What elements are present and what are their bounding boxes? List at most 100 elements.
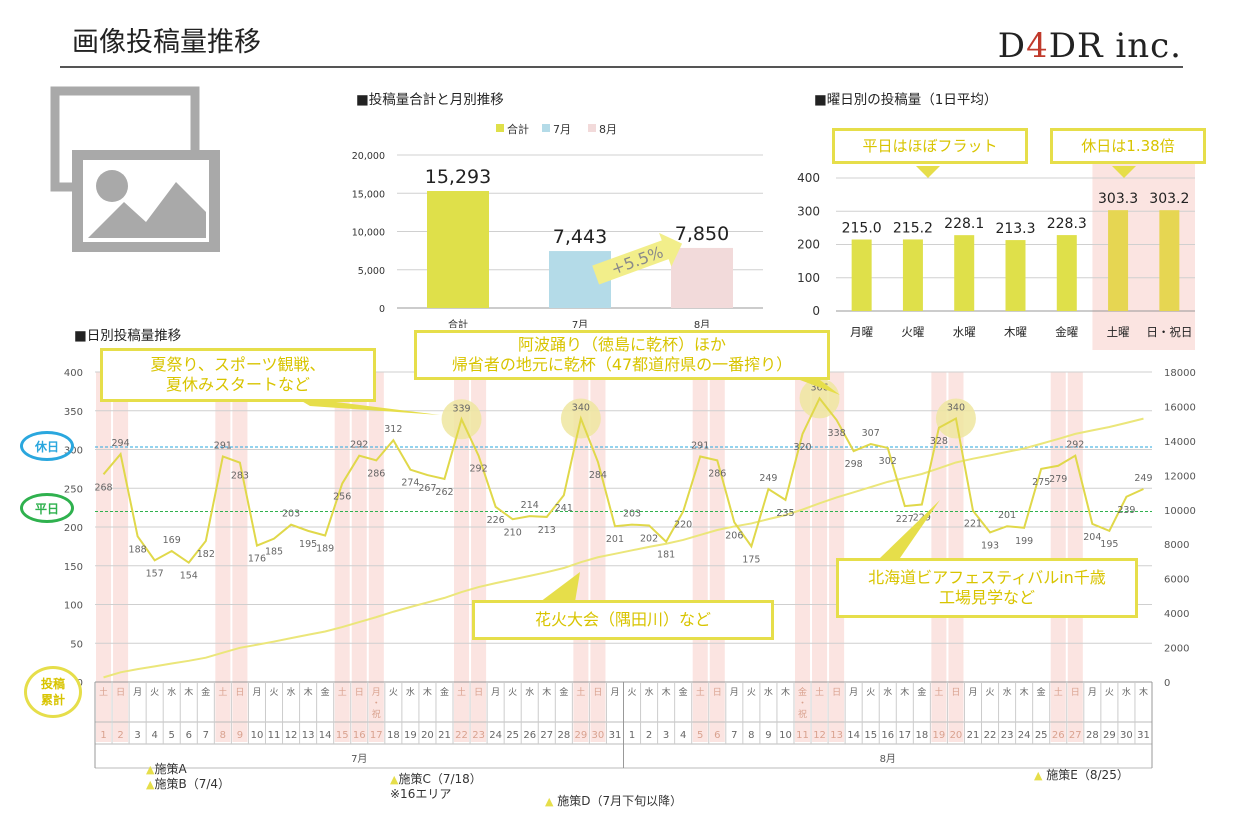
weekday-label: 日 — [713, 687, 722, 698]
day-label: 3 — [663, 730, 669, 741]
point-value-label: 203 — [282, 509, 300, 520]
weekday-label: 日 — [832, 687, 841, 698]
point-value-label: 220 — [674, 520, 692, 531]
y-tick-label: 350 — [64, 407, 83, 418]
point-value-label: 195 — [1100, 539, 1118, 550]
day-label: 20 — [950, 730, 963, 741]
bar-0 — [427, 191, 489, 308]
weekday-label: 月 — [252, 687, 261, 698]
y-tick-label: 5,000 — [358, 266, 385, 277]
bar-value-label: 215.0 — [842, 221, 882, 237]
weekday-label: 火 — [389, 687, 398, 698]
weekday-label: 火 — [986, 687, 995, 698]
day-label: 26 — [523, 730, 536, 741]
y-tick-label: 150 — [64, 562, 83, 573]
y-tick-label: 10,000 — [352, 228, 385, 239]
holiday-shading — [931, 372, 947, 742]
point-value-label: 262 — [435, 487, 453, 498]
holiday-shading — [232, 372, 248, 742]
day-label: 11 — [796, 730, 809, 741]
point-value-label: 169 — [163, 535, 181, 546]
weekday-label: 土 — [457, 686, 466, 698]
weekday-label: 月 — [730, 687, 739, 698]
title-divider — [60, 66, 1183, 68]
bar-value-label: 303.3 — [1098, 191, 1138, 207]
daily-line-chart: 0501001502002503003504000200040006000800… — [64, 368, 1196, 769]
day-label: 1 — [100, 730, 106, 741]
point-value-label: 302 — [879, 456, 897, 467]
point-value-label: 284 — [589, 470, 607, 481]
day-label: 15 — [864, 730, 877, 741]
y2-tick-label: 10000 — [1164, 506, 1196, 517]
x-tick-label: 火曜 — [901, 325, 924, 339]
weekday-label: 木 — [781, 686, 790, 698]
bar-1 — [902, 239, 923, 311]
point-value-label: 201 — [606, 534, 624, 545]
point-value-label: 294 — [112, 438, 130, 449]
weekday-label: 木 — [542, 686, 551, 698]
point-value-label: 182 — [197, 549, 215, 560]
weekday-label: 土 — [696, 686, 705, 698]
day-label: 9 — [765, 730, 771, 741]
weekday-label: 火 — [150, 687, 159, 698]
day-label: 24 — [1018, 730, 1031, 741]
legend-swatch — [542, 124, 550, 132]
weekday-label: 月 — [491, 687, 500, 698]
weekday-label: 水 — [883, 686, 892, 698]
weekday-label: 火 — [1105, 687, 1114, 698]
point-value-label: 157 — [146, 568, 164, 579]
day-label: 21 — [438, 730, 451, 741]
day-label: 22 — [455, 730, 468, 741]
bar-value-label: 303.2 — [1149, 191, 1189, 207]
day-label: 25 — [506, 730, 519, 741]
weekday-label: 日 — [593, 687, 602, 698]
day-label: 30 — [592, 730, 605, 741]
weekday-label: 日 — [355, 687, 364, 698]
point-value-label: 283 — [231, 471, 249, 482]
weekday-label: 水 — [406, 686, 415, 698]
day-label: 9 — [237, 730, 243, 741]
weekday-label: 水 — [1122, 686, 1131, 698]
weekday-label: 木 — [1139, 686, 1148, 698]
weekday-label: 水 — [764, 686, 773, 698]
weekday-label: 金 — [559, 686, 568, 698]
weekday-label: ・ — [372, 699, 381, 709]
day-label: 22 — [984, 730, 997, 741]
x-tick-label: 水曜 — [953, 325, 976, 339]
weekday-label: 月 — [372, 687, 381, 698]
day-label: 31 — [1137, 730, 1150, 741]
point-value-label: 195 — [299, 539, 317, 550]
weekday-label: 火 — [270, 687, 279, 698]
section-title-total: ■投稿量合計と月別推移 — [356, 92, 504, 108]
bar-value-label: 213.3 — [995, 221, 1035, 237]
holiday-shading — [709, 372, 725, 742]
point-value-label: 328 — [930, 436, 948, 447]
day-label: 19 — [404, 730, 417, 741]
point-value-label: 291 — [691, 440, 709, 451]
day-label: 13 — [830, 730, 843, 741]
day-label: 29 — [575, 730, 588, 741]
weekday-label: 日 — [474, 687, 483, 698]
day-label: 17 — [370, 730, 383, 741]
day-label: 28 — [1086, 730, 1099, 741]
day-label: 24 — [489, 730, 502, 741]
weekday-label: 木 — [184, 686, 193, 698]
callout-pointer-awa — [800, 380, 840, 395]
weekday-label: 金 — [321, 686, 330, 698]
y-tick-label: 300 — [797, 204, 820, 218]
weekday-label: 木 — [662, 686, 671, 698]
note-measure-a: ▲施策A — [146, 762, 187, 776]
bar-4 — [1056, 235, 1077, 311]
point-value-label: 175 — [742, 554, 760, 565]
callout-summer: 夏祭り、スポーツ観戦、 夏休みスタートなど — [100, 348, 376, 402]
note-measure-c: ▲施策C（7/18） — [390, 772, 482, 786]
holiday-shading — [573, 372, 589, 742]
callout-pointer-hokkaido — [880, 500, 940, 558]
weekday-label: 月 — [133, 687, 142, 698]
point-value-label: 241 — [555, 503, 573, 514]
point-value-label: 154 — [180, 571, 198, 582]
day-label: 20 — [421, 730, 434, 741]
y-tick-label: 400 — [797, 171, 820, 185]
holiday-shading — [794, 372, 811, 742]
day-label: 12 — [285, 730, 298, 741]
